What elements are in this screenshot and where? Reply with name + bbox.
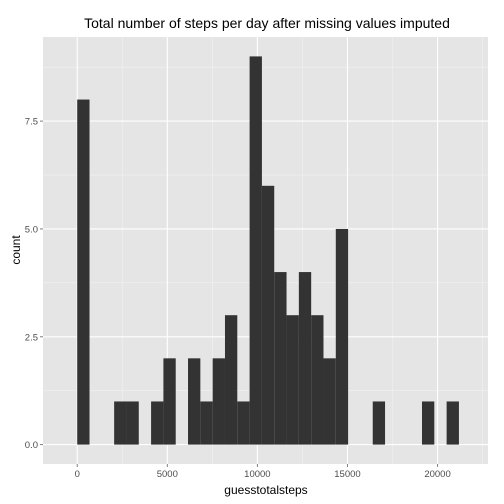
histogram-bar — [212, 358, 225, 445]
histogram-bar — [261, 185, 275, 445]
chart-title: Total number of steps per day after miss… — [84, 15, 450, 31]
y-tick-label: 2.5 — [25, 332, 38, 343]
histogram-bar — [446, 401, 459, 445]
y-tick-label: 7.5 — [25, 117, 38, 128]
x-axis: 0 5000 10000 15000 20000 — [75, 464, 451, 480]
x-axis-label: guesstotalsteps — [224, 483, 307, 497]
x-tick-label: 15000 — [334, 469, 360, 480]
histogram-bar — [249, 56, 262, 445]
x-tick-label: 0 — [75, 469, 80, 480]
histogram-bar — [77, 99, 90, 445]
histogram-bar — [163, 358, 176, 445]
histogram-bar — [224, 315, 238, 445]
histogram-bar — [298, 272, 312, 445]
x-tick-label: 10000 — [244, 469, 270, 480]
histogram-bar — [286, 315, 299, 445]
y-axis-label: count — [9, 235, 23, 265]
histogram-bar — [200, 401, 213, 445]
histogram-bar — [372, 401, 386, 445]
histogram-bar — [237, 401, 250, 445]
histogram-bar — [114, 401, 127, 445]
y-tick-label: 5.0 — [25, 224, 38, 235]
histogram-bars — [77, 56, 459, 445]
histogram-bar — [421, 401, 435, 445]
histogram-bar — [323, 358, 336, 445]
x-tick-label: 5000 — [157, 469, 178, 480]
histogram-bar — [126, 401, 139, 445]
histogram-bar — [311, 315, 324, 445]
histogram-bar — [335, 228, 349, 445]
y-tick-label: 0.0 — [25, 440, 38, 451]
histogram-bar — [274, 272, 287, 445]
histogram-bar — [188, 358, 201, 445]
histogram-bar — [151, 401, 164, 445]
x-tick-label: 20000 — [424, 469, 450, 480]
y-axis: 0.0 2.5 5.0 7.5 — [25, 117, 43, 451]
